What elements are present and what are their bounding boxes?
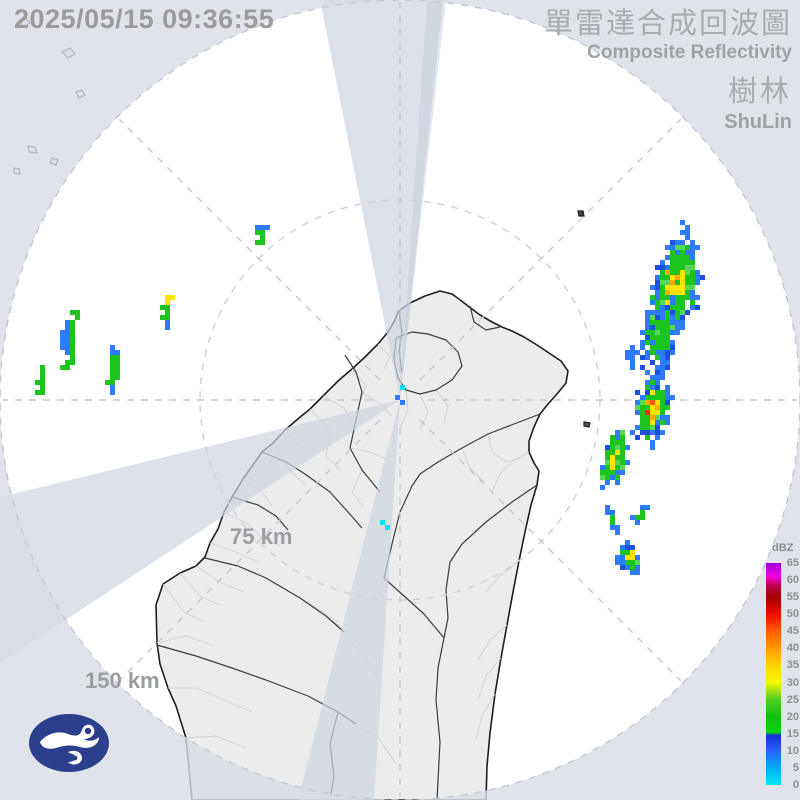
range-label-75km: 75 km: [230, 524, 293, 549]
timestamp: 2025/05/15 09:36:55: [14, 4, 275, 34]
colorbar-tick: 25: [786, 693, 799, 706]
dbz-colorbar: dBZ 65 60 55 50 45 40 35 30 25 20 15 10 5 0: [764, 541, 800, 793]
colorbar-tick: 35: [786, 659, 799, 672]
colorbar-tick: 15: [786, 727, 799, 740]
colorbar-tick: 30: [786, 676, 799, 689]
colorbar-tick: 45: [786, 625, 799, 638]
colorbar-tick: 65: [786, 557, 799, 569]
range-label-150km: 150 km: [85, 668, 160, 693]
colorbar-tick: 0: [792, 779, 799, 791]
product-title-en: Composite Reflectivity: [587, 42, 792, 64]
station-name-zh: 樹林: [727, 76, 792, 109]
colorbar-tick: 50: [786, 608, 799, 621]
product-title-zh: 單雷達合成回波圖: [543, 8, 792, 40]
colorbar-tick: 55: [786, 591, 799, 604]
cwa-logo: [29, 714, 109, 772]
colorbar-unit-label: dBZ: [772, 542, 794, 554]
colorbar-tick: 5: [792, 761, 799, 774]
colorbar-tick: 60: [786, 574, 799, 587]
colorbar-tick: 40: [786, 642, 799, 655]
colorbar-gradient: [766, 563, 781, 785]
colorbar-tick: 20: [786, 710, 799, 723]
colorbar-tick: 10: [786, 744, 799, 757]
title-block: 單雷達合成回波圖 Composite Reflectivity 樹林 ShuLi…: [544, 8, 792, 134]
cwa-logo-wave-icon: [40, 724, 99, 765]
station-name-en: ShuLin: [724, 110, 792, 133]
